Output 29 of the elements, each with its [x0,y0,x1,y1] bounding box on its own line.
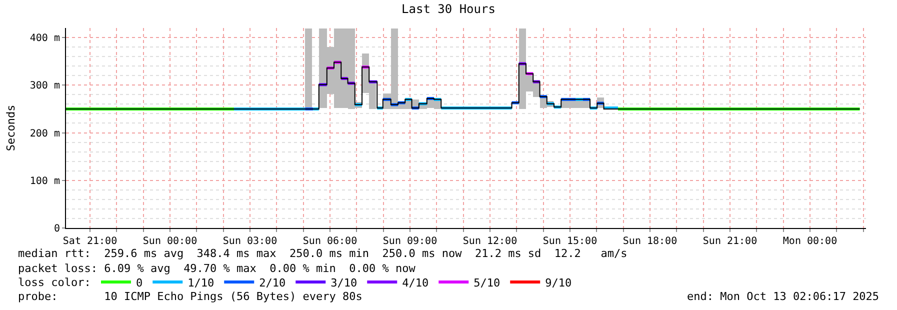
text: median rtt: 259.6 ms avg 348.4 ms max 250.0 ms min 250.0 ms now 21.2 ms sd 12.2 am/s [18,247,628,260]
legend-title: loss color: [18,276,91,289]
x-tick-label: Sat 21:00 [62,236,118,247]
y-tick-label: 300 m [30,80,60,92]
text: probe: 10 ICMP Echo Pings (56 Bytes) every 80s [18,290,362,303]
y-axis-title: Seconds [4,104,18,152]
legend-label: 2/10 [259,276,286,290]
text: packet loss: 6.09 % avg 49.70 % max 0.00 % min 0.00 % now [18,262,416,275]
x-tick-label: Sun 21:00 [702,236,758,247]
x-tick-label: Sun 12:00 [462,236,518,247]
x-tick-label: Sun 15:00 [542,236,598,247]
legend-label: 0 [136,276,143,290]
text: end: Mon Oct 13 02:06:17 2025 [687,290,880,303]
x-tick-label: Sun 09:00 [382,236,438,247]
legend-label: 4/10 [402,276,429,290]
x-tick-label: Sun 03:00 [222,236,278,247]
legend-label: 9/10 [545,276,572,290]
x-tick-label: Sun 06:00 [302,236,358,247]
x-tick-label: Sun 00:00 [142,236,198,247]
y-tick-label: 200 m [30,128,60,140]
y-tick-label: 400 m [30,33,60,44]
y-tick-label: 100 m [30,176,60,187]
legend-label: 1/10 [188,276,214,290]
y-tick-label: 0 [54,224,60,234]
legend-label: 5/10 [474,276,500,290]
x-tick-label: Sun 18:00 [622,236,678,247]
legend-label: 3/10 [330,276,358,290]
chart-title: Last 30 Hours [402,2,496,16]
x-tick-label: Mon 00:00 [782,236,838,247]
